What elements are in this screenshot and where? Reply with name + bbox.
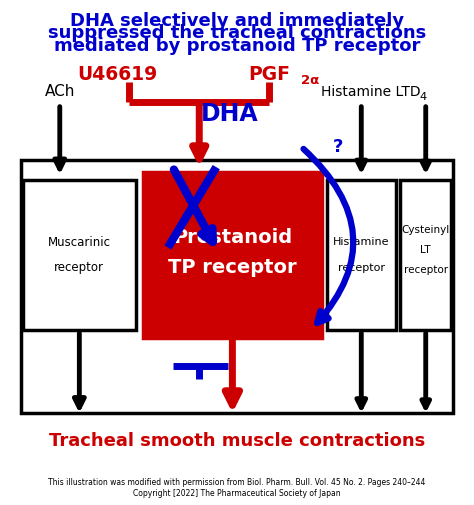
Text: TP receptor: TP receptor <box>168 258 297 277</box>
Bar <box>143 172 322 338</box>
Text: receptor: receptor <box>55 261 104 274</box>
Text: U46619: U46619 <box>77 65 157 84</box>
Text: ?: ? <box>333 138 344 156</box>
Text: 2α: 2α <box>301 74 319 87</box>
Text: suppressed the tracheal contractions: suppressed the tracheal contractions <box>48 24 426 42</box>
Bar <box>327 180 396 330</box>
Bar <box>401 180 451 330</box>
Text: Prostanoid: Prostanoid <box>173 228 292 247</box>
Text: receptor: receptor <box>338 263 385 273</box>
Text: receptor: receptor <box>404 265 448 275</box>
Text: Cysteinyl: Cysteinyl <box>401 225 450 235</box>
Text: Muscarinic: Muscarinic <box>48 236 111 249</box>
Text: DHA: DHA <box>201 103 259 126</box>
Text: This illustration was modified with permission from Biol. Pharm. Bull. Vol. 45 N: This illustration was modified with perm… <box>48 478 426 487</box>
Text: mediated by prostanoid TP receptor: mediated by prostanoid TP receptor <box>54 36 420 55</box>
Text: Histamine LTD: Histamine LTD <box>321 85 420 99</box>
Text: Copyright [2022] The Pharmaceutical Society of Japan: Copyright [2022] The Pharmaceutical Soci… <box>133 489 341 498</box>
Text: LT: LT <box>420 245 431 255</box>
FancyArrowPatch shape <box>303 149 353 323</box>
Text: PGF: PGF <box>248 65 291 84</box>
FancyArrowPatch shape <box>174 170 213 242</box>
Bar <box>21 160 453 413</box>
Bar <box>23 180 136 330</box>
Text: 4: 4 <box>420 92 427 102</box>
Text: DHA selectively and immediately: DHA selectively and immediately <box>70 13 404 30</box>
Text: ACh: ACh <box>45 84 75 99</box>
Text: Tracheal smooth muscle contractions: Tracheal smooth muscle contractions <box>49 432 425 450</box>
Text: Histamine: Histamine <box>333 237 390 247</box>
